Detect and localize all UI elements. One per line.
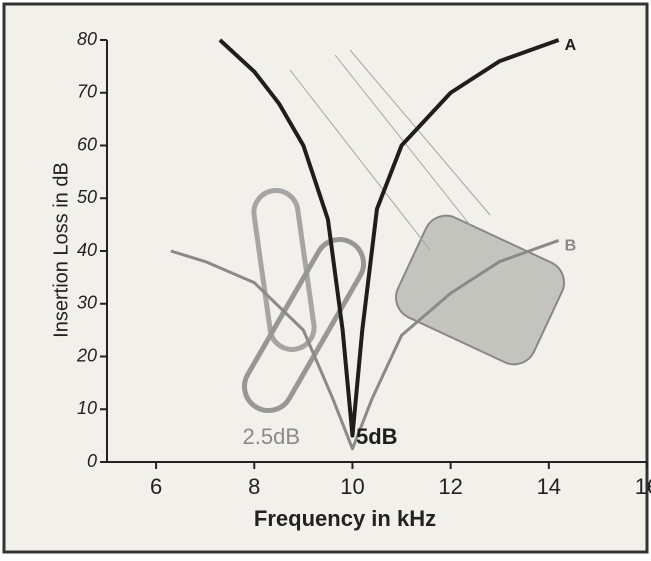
- lead: [289, 69, 431, 251]
- series-line: [170, 239, 560, 451]
- y-tick-label: 70: [77, 82, 97, 102]
- y-tick-label: 50: [77, 187, 97, 207]
- lead: [334, 54, 471, 226]
- series-label: B: [565, 238, 577, 255]
- y-tick-label: 10: [77, 398, 97, 418]
- annotation: 5dB: [356, 424, 398, 449]
- x-tick-label: 14: [537, 474, 561, 499]
- x-tick-label: 6: [150, 474, 162, 499]
- y-tick-label: 20: [76, 345, 97, 365]
- paperclip: [242, 237, 366, 413]
- y-tick-label: 60: [77, 134, 97, 154]
- x-axis-label: Frequency in kHz: [254, 506, 436, 531]
- x-tick-label: 8: [248, 474, 260, 499]
- y-axis-label: Insertion Loss in dB: [50, 162, 72, 338]
- y-tick-label: 80: [77, 29, 97, 49]
- x-tick-label: 12: [438, 474, 462, 499]
- lead: [349, 49, 491, 216]
- y-tick-label: 40: [77, 240, 97, 260]
- x-tick-label: 10: [340, 474, 364, 499]
- y-tick-label: 30: [77, 293, 97, 313]
- series-label: A: [565, 37, 577, 54]
- paperclip: [251, 188, 317, 352]
- annotation: 2.5dB: [243, 424, 301, 449]
- series-line: [218, 38, 560, 438]
- y-tick-label: 0: [87, 451, 97, 471]
- x-tick-label: 16: [635, 474, 651, 499]
